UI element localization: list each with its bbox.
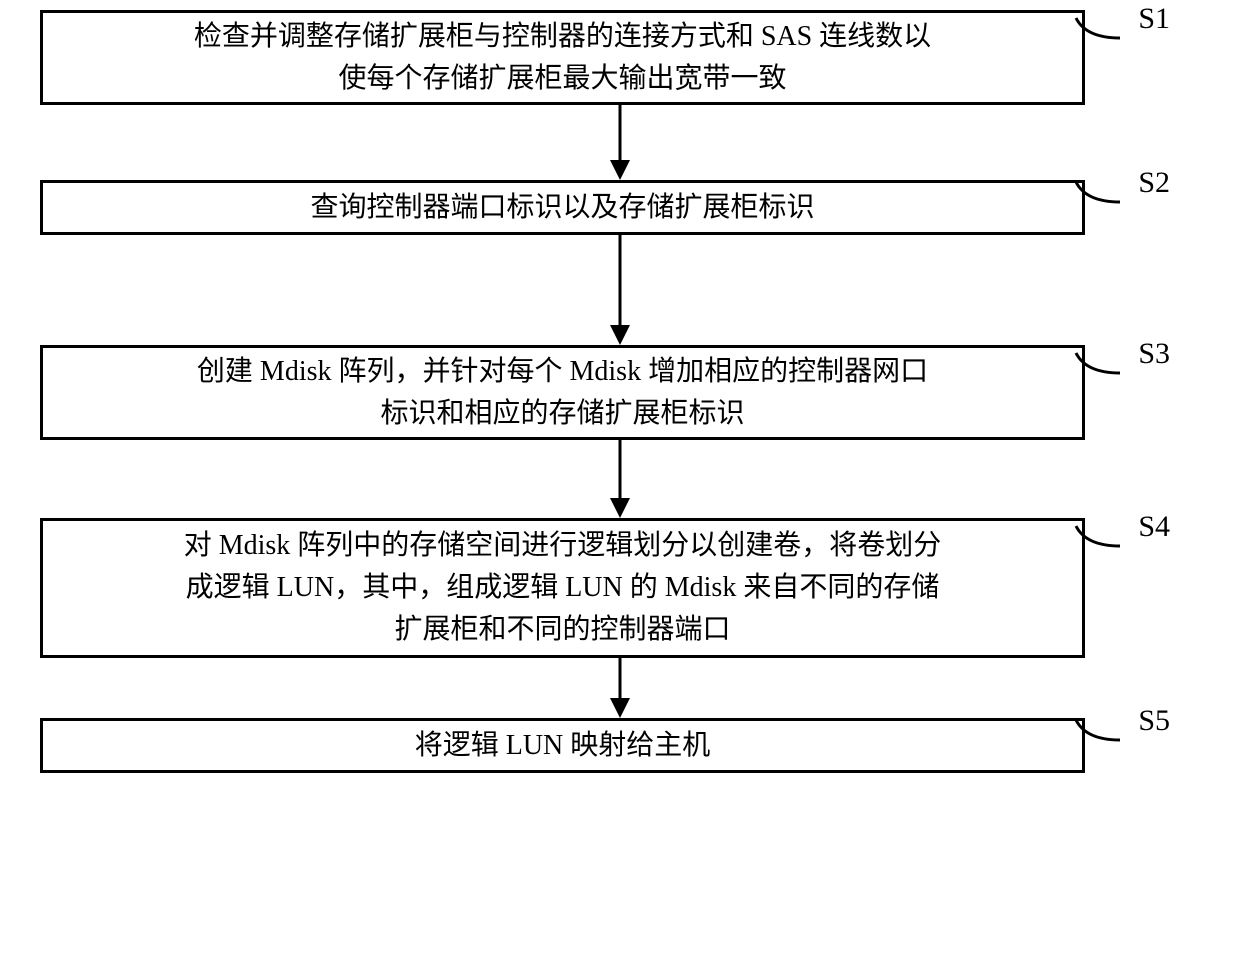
arrow-s1-s2	[40, 105, 1200, 180]
step-s5-box: 将逻辑 LUN 映射给主机	[40, 718, 1085, 773]
step-s5-connector	[1076, 720, 1120, 740]
step-s5-label: S5	[1138, 704, 1170, 738]
step-s2-label: S2	[1138, 166, 1170, 200]
step-s2-container: 查询控制器端口标识以及存储扩展柜标识 S2	[40, 180, 1200, 235]
step-s1-container: 检查并调整存储扩展柜与控制器的连接方式和 SAS 连线数以 使每个存储扩展柜最大…	[40, 10, 1200, 105]
step-s3-container: 创建 Mdisk 阵列，并针对每个 Mdisk 增加相应的控制器网口 标识和相应…	[40, 345, 1200, 440]
step-s4-box: 对 Mdisk 阵列中的存储空间进行逻辑划分以创建卷，将卷划分 成逻辑 LUN，…	[40, 518, 1085, 658]
step-s3-text-line1: 创建 Mdisk 阵列，并针对每个 Mdisk 增加相应的控制器网口	[197, 351, 928, 393]
flowchart-container: 检查并调整存储扩展柜与控制器的连接方式和 SAS 连线数以 使每个存储扩展柜最大…	[40, 10, 1200, 773]
step-s4-container: 对 Mdisk 阵列中的存储空间进行逻辑划分以创建卷，将卷划分 成逻辑 LUN，…	[40, 518, 1200, 658]
step-s5-text-line1: 将逻辑 LUN 映射给主机	[415, 725, 711, 767]
step-s3-text-line2: 标识和相应的存储扩展柜标识	[380, 393, 744, 435]
step-s1-text-line2: 使每个存储扩展柜最大输出宽带一致	[338, 58, 786, 100]
step-s2-text-line1: 查询控制器端口标识以及存储扩展柜标识	[310, 187, 814, 229]
step-s5-container: 将逻辑 LUN 映射给主机 S5	[40, 718, 1200, 773]
step-s4-text-line2: 成逻辑 LUN，其中，组成逻辑 LUN 的 Mdisk 来自不同的存储	[186, 567, 940, 609]
step-s1-text-line1: 检查并调整存储扩展柜与控制器的连接方式和 SAS 连线数以	[194, 16, 931, 58]
step-s3-connector	[1076, 353, 1120, 373]
step-s4-text-line1: 对 Mdisk 阵列中的存储空间进行逻辑划分以创建卷，将卷划分	[184, 525, 942, 567]
step-s1-connector	[1076, 18, 1120, 38]
step-s1-box: 检查并调整存储扩展柜与控制器的连接方式和 SAS 连线数以 使每个存储扩展柜最大…	[40, 10, 1085, 105]
step-s1-label: S1	[1138, 2, 1170, 36]
step-s3-label: S3	[1138, 337, 1170, 371]
step-s2-connector	[1076, 182, 1120, 202]
step-s3-box: 创建 Mdisk 阵列，并针对每个 Mdisk 增加相应的控制器网口 标识和相应…	[40, 345, 1085, 440]
step-s2-box: 查询控制器端口标识以及存储扩展柜标识	[40, 180, 1085, 235]
step-s4-label: S4	[1138, 510, 1170, 544]
arrow-s2-s3	[40, 235, 1200, 345]
arrow-s4-s5	[40, 658, 1200, 718]
step-s4-text-line3: 扩展柜和不同的控制器端口	[394, 609, 730, 651]
arrow-s3-s4	[40, 440, 1200, 518]
step-s4-connector	[1076, 526, 1120, 546]
